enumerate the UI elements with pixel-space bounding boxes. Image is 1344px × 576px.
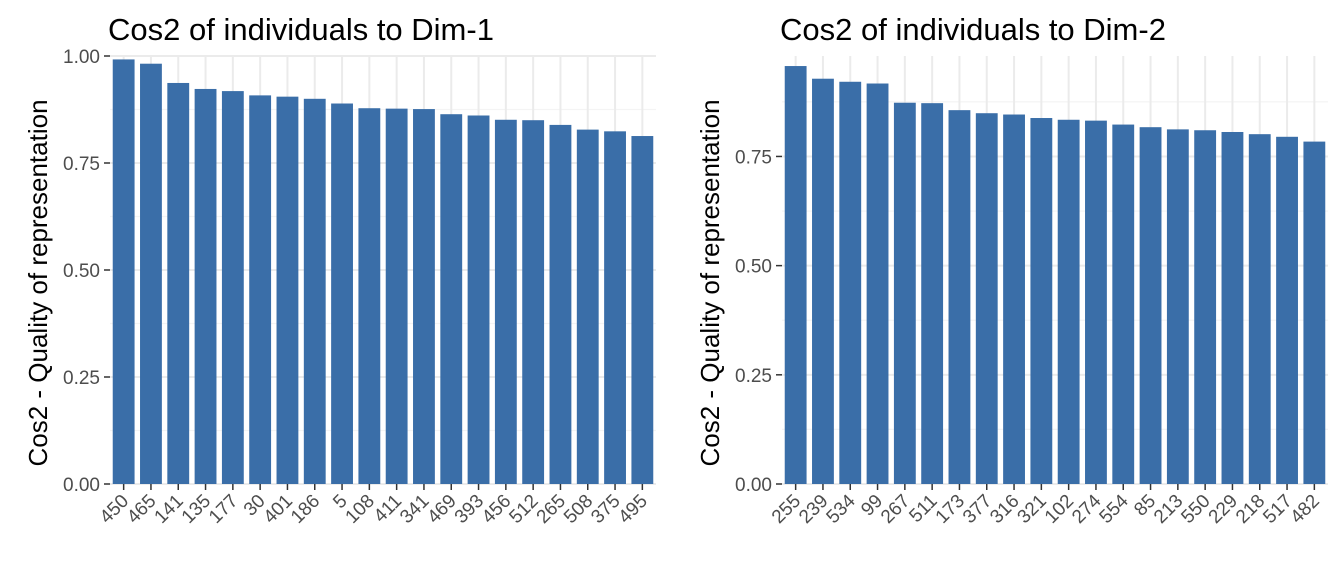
bar bbox=[1166, 129, 1189, 484]
bar bbox=[921, 103, 944, 484]
bar bbox=[1194, 130, 1217, 484]
y-tick-label: 1.00 bbox=[63, 47, 100, 68]
bar bbox=[549, 124, 572, 485]
bar bbox=[1003, 114, 1025, 484]
bar bbox=[440, 114, 463, 484]
bar bbox=[839, 81, 862, 485]
bar bbox=[522, 120, 545, 484]
bar bbox=[1248, 134, 1271, 484]
bar bbox=[221, 91, 244, 484]
y-tick-label: 0.25 bbox=[735, 366, 772, 387]
bar bbox=[413, 109, 435, 485]
chart-title: Cos2 of individuals to Dim-1 bbox=[108, 12, 494, 47]
y-tick-label: 0.25 bbox=[63, 368, 100, 389]
plot-area: 0.000.250.500.75255239534992675111733773… bbox=[735, 56, 1328, 528]
bar bbox=[1276, 136, 1298, 485]
bar bbox=[1030, 118, 1053, 484]
y-tick-label: 0.75 bbox=[63, 154, 100, 175]
bar bbox=[893, 102, 916, 484]
chart-dim2: Cos2 of individuals to Dim-2 Cos2 - Qual… bbox=[695, 12, 1328, 528]
bar bbox=[975, 113, 998, 484]
bar bbox=[140, 63, 162, 484]
bar bbox=[331, 103, 353, 485]
bar bbox=[866, 83, 889, 484]
bar bbox=[358, 108, 381, 484]
x-tick-label: 482 bbox=[1287, 491, 1324, 528]
plot-area: 0.000.250.500.751.0045046514113517730401… bbox=[63, 47, 656, 528]
x-tick-label: 495 bbox=[615, 491, 652, 528]
x-tick-label: 554 bbox=[1096, 490, 1134, 528]
x-tick-label: 534 bbox=[823, 490, 861, 528]
bar bbox=[303, 98, 326, 485]
bar bbox=[576, 129, 599, 484]
bar bbox=[494, 119, 517, 484]
bar bbox=[631, 136, 654, 484]
x-tick-label: 177 bbox=[205, 491, 242, 528]
chart-panel-dim2: Cos2 of individuals to Dim-2 Cos2 - Qual… bbox=[672, 0, 1344, 576]
bar bbox=[1085, 120, 1107, 485]
bar bbox=[948, 110, 971, 485]
y-tick-label: 0.00 bbox=[735, 475, 772, 496]
y-tick-label: 0.50 bbox=[63, 261, 100, 282]
bar bbox=[784, 66, 807, 485]
chart-panel-dim1: Cos2 of individuals to Dim-1 Cos2 - Qual… bbox=[23, 12, 656, 528]
bar bbox=[1303, 141, 1326, 484]
bar bbox=[1221, 131, 1244, 485]
chart-title: Cos2 of individuals to Dim-2 bbox=[780, 12, 1166, 47]
bar bbox=[1057, 119, 1080, 484]
y-tick-label: 0.50 bbox=[735, 257, 772, 278]
chart-dim1: Cos2 of individuals to Dim-1 Cos2 - Qual… bbox=[23, 12, 656, 528]
bar bbox=[167, 82, 190, 485]
y-axis-label: Cos2 - Quality of representation bbox=[23, 99, 53, 466]
bar bbox=[1139, 127, 1162, 485]
bar bbox=[467, 115, 490, 484]
bar bbox=[812, 78, 834, 484]
bar bbox=[1112, 124, 1135, 484]
bar bbox=[385, 108, 408, 485]
y-tick-label: 0.75 bbox=[735, 147, 772, 168]
y-tick-label: 0.00 bbox=[63, 475, 100, 496]
x-tick-label: 186 bbox=[287, 491, 324, 528]
bar bbox=[604, 131, 626, 484]
bar bbox=[276, 96, 299, 484]
bar bbox=[194, 88, 217, 485]
bar bbox=[112, 59, 135, 484]
y-axis-label: Cos2 - Quality of representation bbox=[695, 99, 725, 466]
bar bbox=[249, 95, 272, 484]
